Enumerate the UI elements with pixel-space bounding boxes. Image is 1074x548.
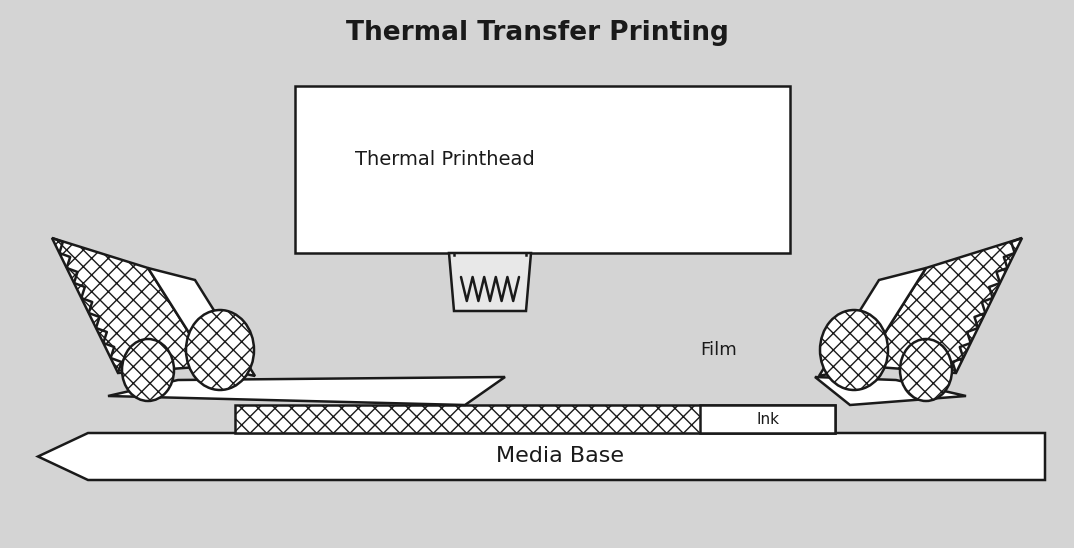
- Text: Thermal Printhead: Thermal Printhead: [355, 150, 535, 169]
- Text: Media Base: Media Base: [496, 447, 624, 466]
- Ellipse shape: [900, 339, 952, 401]
- Polygon shape: [700, 405, 834, 433]
- Polygon shape: [52, 238, 211, 373]
- Text: Thermal Transfer Printing: Thermal Transfer Printing: [346, 20, 728, 46]
- Text: Film: Film: [700, 341, 737, 359]
- Polygon shape: [38, 433, 1045, 480]
- Polygon shape: [108, 377, 505, 405]
- Polygon shape: [235, 405, 834, 433]
- Polygon shape: [449, 253, 531, 311]
- Polygon shape: [819, 268, 926, 376]
- Polygon shape: [815, 377, 966, 405]
- Ellipse shape: [186, 310, 253, 390]
- Ellipse shape: [821, 310, 888, 390]
- Polygon shape: [863, 238, 1022, 373]
- Bar: [295, 86, 790, 253]
- Polygon shape: [148, 268, 255, 376]
- Text: Ink: Ink: [756, 412, 779, 426]
- Ellipse shape: [122, 339, 174, 401]
